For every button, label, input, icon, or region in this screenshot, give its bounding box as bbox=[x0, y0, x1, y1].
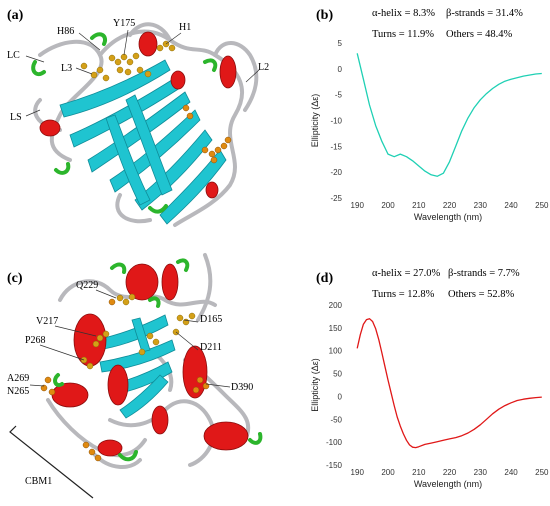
cd-d-ytick-label: 200 bbox=[329, 301, 343, 310]
cd-b-plot-area bbox=[347, 42, 549, 199]
cd-chart-d: 200 150 100 50 0 -50 -100 -150 190 200 210 220 230 24… bbox=[310, 301, 549, 489]
cd-d-ytick-label: 50 bbox=[333, 370, 342, 379]
cd-d-ylabel: Ellipticity (Δε) bbox=[310, 358, 320, 412]
cd-d-ytick-label: 150 bbox=[329, 324, 343, 333]
label-d165: D165 bbox=[200, 314, 222, 325]
cd-b-ytick-label: 0 bbox=[338, 65, 343, 74]
cd-b-xtick-label: 230 bbox=[474, 201, 488, 210]
label-p268: P268 bbox=[25, 335, 46, 346]
label-h86: H86 bbox=[57, 26, 74, 37]
residues-c-orange bbox=[40, 298, 210, 462]
cd-d-xtick-label: 240 bbox=[504, 468, 518, 477]
cd-b-helix: α-helix = 8.3% bbox=[372, 8, 435, 19]
cd-b-ytick-label: -5 bbox=[335, 91, 343, 100]
cd-b-ytick-label: 5 bbox=[338, 39, 343, 48]
helices-a bbox=[39, 31, 237, 199]
cd-d-ytick-label: -150 bbox=[326, 461, 343, 470]
cd-b-xtick-label: 250 bbox=[535, 201, 549, 210]
cd-b-xlabel: Wavelength (nm) bbox=[414, 212, 482, 222]
panel-letter-a: (a) bbox=[7, 8, 24, 23]
label-d211: D211 bbox=[200, 342, 222, 353]
cd-d-xtick-label: 210 bbox=[412, 468, 426, 477]
leader-lines-a bbox=[25, 29, 260, 117]
cd-b-xtick-label: 240 bbox=[504, 201, 518, 210]
label-q229: Q229 bbox=[76, 280, 98, 291]
cd-b-others: Others = 48.4% bbox=[446, 29, 513, 40]
panel-letter-b: (b) bbox=[316, 8, 333, 23]
cd-d-xtick-label: 220 bbox=[443, 468, 457, 477]
helices-c bbox=[51, 263, 249, 457]
label-l2: L2 bbox=[258, 62, 269, 73]
panel-c-structure bbox=[9, 253, 263, 499]
beta-strands-a bbox=[59, 59, 227, 225]
cd-d-ytick-label: -100 bbox=[326, 438, 343, 447]
residues-c bbox=[80, 293, 196, 370]
cd-b-ytick-label: -25 bbox=[330, 194, 342, 203]
cd-d-xtick-label: 250 bbox=[535, 468, 549, 477]
cd-d-xtick-label: 230 bbox=[474, 468, 488, 477]
residues-a bbox=[80, 40, 176, 82]
label-d390: D390 bbox=[231, 382, 253, 393]
label-n265: N265 bbox=[7, 386, 29, 397]
label-v217: V217 bbox=[36, 316, 58, 327]
cd-b-ytick-label: -20 bbox=[330, 168, 342, 177]
cd-d-ytick-label: -50 bbox=[330, 415, 342, 424]
panel-letter-d: (d) bbox=[316, 271, 333, 286]
residues-a-orange bbox=[182, 104, 232, 164]
leader-lines-c bbox=[29, 289, 231, 388]
cd-b-ytick-label: -15 bbox=[330, 142, 342, 151]
coil-loops-a bbox=[33, 22, 259, 227]
cd-b-ytick-label: -10 bbox=[330, 117, 342, 126]
cd-chart-b: 5 0 -5 -10 -15 -20 -25 190 200 210 220 230 240 250 Wav… bbox=[310, 39, 549, 222]
cd-d-ytick-label: 0 bbox=[338, 392, 343, 401]
cd-b-strands: β-strands = 31.4% bbox=[446, 8, 523, 19]
cd-b-xtick-label: 210 bbox=[412, 201, 426, 210]
cd-d-xlabel: Wavelength (nm) bbox=[414, 479, 482, 489]
label-ls: LS bbox=[10, 112, 22, 123]
cd-b-series-line bbox=[356, 53, 542, 177]
label-a269: A269 bbox=[7, 373, 29, 384]
label-l3: L3 bbox=[61, 63, 72, 74]
cd-d-xtick-label: 200 bbox=[381, 468, 395, 477]
label-h1: H1 bbox=[179, 22, 191, 33]
turns-a bbox=[31, 32, 218, 214]
cd-b-ylabel: Ellipticity (Δε) bbox=[310, 94, 320, 148]
cd-d-xtick-label: 190 bbox=[351, 468, 365, 477]
cd-d-ytick-label: 100 bbox=[329, 347, 343, 356]
cd-d-helix: α-helix = 27.0% bbox=[372, 268, 441, 279]
panel-a-structure bbox=[25, 22, 260, 227]
turns-c bbox=[53, 258, 263, 462]
label-y175: Y175 bbox=[113, 18, 135, 29]
label-cbm1: CBM1 bbox=[25, 476, 52, 487]
label-lc: LC bbox=[7, 50, 20, 61]
cd-d-plot-area bbox=[347, 304, 549, 466]
panel-letter-c: (c) bbox=[7, 271, 23, 286]
cd-b-xtick-label: 190 bbox=[351, 201, 365, 210]
cd-b-xtick-label: 220 bbox=[443, 201, 457, 210]
cbm1-bracket bbox=[9, 425, 94, 499]
cd-d-strands: β-strands = 7.7% bbox=[448, 268, 520, 279]
cd-b-xtick-label: 200 bbox=[381, 201, 395, 210]
cd-d-others: Others = 52.8% bbox=[448, 289, 515, 300]
cd-d-series-line bbox=[356, 318, 542, 449]
cd-d-turns: Turns = 12.8% bbox=[372, 289, 435, 300]
cd-b-turns: Turns = 11.9% bbox=[372, 29, 434, 40]
